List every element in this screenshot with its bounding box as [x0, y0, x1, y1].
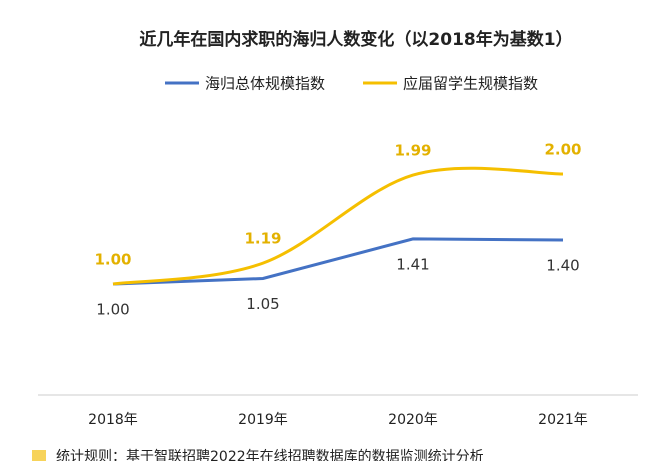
data-label: 1.40: [546, 257, 579, 275]
data-label: 1.99: [394, 142, 431, 160]
data-label: 1.05: [246, 295, 279, 313]
x-tick-label: 2020年: [388, 412, 438, 428]
legend-label: 海归总体规模指数: [205, 75, 325, 93]
data-label: 1.19: [244, 230, 281, 248]
note-icon: [32, 450, 46, 461]
data-label: 1.00: [94, 251, 131, 269]
chart-title: 近几年在国内求职的海归人数变化（以2018年为基数1）: [139, 29, 572, 50]
series-line: [112, 237, 564, 286]
data-label: 1.41: [396, 255, 429, 273]
x-tick-label: 2021年: [538, 412, 588, 428]
note: 统计规则：基于智联招聘2022年在线招聘数据库的数据监测统计分析: [56, 448, 484, 461]
data-label: 2.00: [544, 141, 581, 159]
data-label: 1.00: [96, 301, 129, 319]
x-tick-label: 2019年: [238, 412, 288, 428]
legend-label: 应届留学生规模指数: [403, 75, 538, 93]
series-line: [112, 166, 564, 286]
x-tick-label: 2018年: [88, 412, 138, 428]
